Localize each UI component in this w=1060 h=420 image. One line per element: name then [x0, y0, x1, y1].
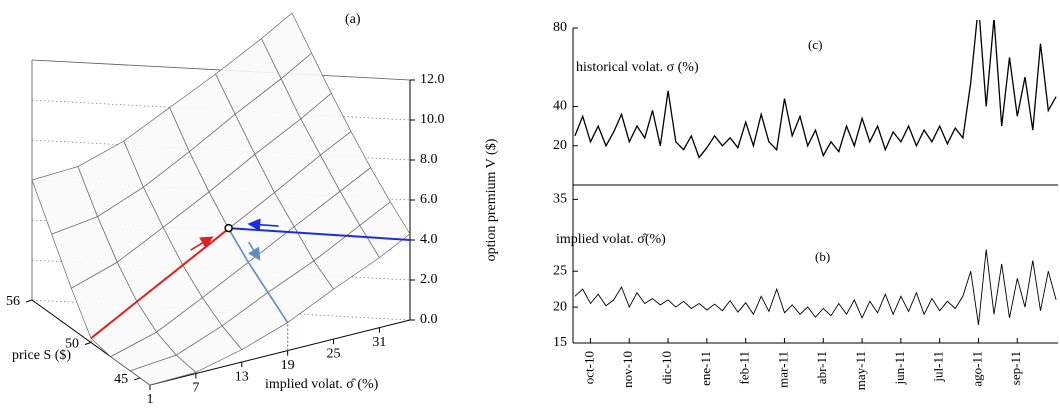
y-tick-label: 45: [114, 372, 128, 387]
red-arrow: [190, 236, 214, 251]
x-tick-label: jun-11: [892, 351, 907, 385]
y-tick: [84, 342, 92, 345]
x-tick-label: oct-10: [581, 351, 596, 384]
x-axis-label: implied volat. σ̂ (%): [265, 377, 379, 392]
y-tick-label: 25: [553, 263, 567, 278]
z-tick-label: 6.0: [420, 192, 438, 207]
x-tick-label: ago-11: [969, 351, 984, 387]
x-tick-label: 1: [147, 392, 154, 407]
point: [224, 223, 233, 233]
x-tick-label: dic-10: [659, 351, 674, 384]
y-tick: [25, 299, 33, 303]
z-tick-label: 8.0: [420, 152, 438, 167]
y-tick-label: 35: [553, 192, 567, 207]
y-axis-label: price S ($): [12, 348, 71, 363]
z-axis-label: option premium V ($): [484, 138, 499, 261]
series-panel: 20 40 80 (c) historical volat. σ (%) 15 20 25 35…: [553, 20, 1058, 390]
panel-label: (c): [808, 37, 822, 52]
x-tick-label: sep-11: [1008, 351, 1023, 385]
z-tick-label: 10.0: [420, 112, 445, 127]
lightblue-arrow: [247, 241, 261, 261]
y-tick-label: 20: [553, 138, 567, 153]
series-line: [574, 249, 1057, 326]
panel-label: (b): [815, 249, 830, 264]
y-tick-label: 56: [6, 294, 20, 309]
y-axis-label: historical volat. σ (%): [576, 60, 699, 75]
y-tick: [134, 377, 141, 381]
x-tick-label: 7: [192, 381, 199, 396]
y-tick-label: 80: [553, 20, 567, 35]
y-tick-label: 20: [553, 299, 567, 314]
blue-arrow: [247, 218, 279, 232]
z-tick-label: 2.0: [420, 272, 438, 287]
series-line: [574, 20, 1057, 159]
x-tick-label: 25: [327, 346, 341, 361]
panel-label: (a): [345, 12, 361, 27]
surface-cell: [129, 354, 197, 386]
surface-panel: 0.0 2.0 4.0 6.0 8.0 10.0 12.0 1 7 13 19 25 31 45 50 56 (…: [6, 12, 499, 407]
y-tick-label: 50: [65, 337, 79, 352]
z-tick-label: 4.0: [420, 232, 438, 247]
x-tick-label: may-11: [853, 351, 868, 390]
z-tick-label: 12.0: [420, 72, 445, 87]
x-tick-label: 13: [235, 369, 249, 384]
y-axis-label: implied volat. σ̂(%): [556, 232, 666, 247]
y-tick-label: 40: [553, 99, 567, 114]
lightblue-path: [227, 228, 289, 324]
y-tick-label: 15: [553, 335, 567, 350]
x-tick-label: nov-10: [620, 351, 635, 388]
x-tick-label: feb-11: [737, 351, 752, 384]
z-tick-label: 0.0: [420, 312, 438, 327]
x-tick-label: abr-11: [814, 351, 829, 384]
x-tick-label: mar-11: [775, 351, 790, 388]
x-tick-label: ene-11: [698, 351, 713, 386]
x-tick-label: 19: [281, 358, 295, 373]
x-tick-label: jul-11: [931, 351, 946, 383]
x-axis: [149, 319, 411, 386]
x-tick-label: 31: [372, 335, 386, 350]
